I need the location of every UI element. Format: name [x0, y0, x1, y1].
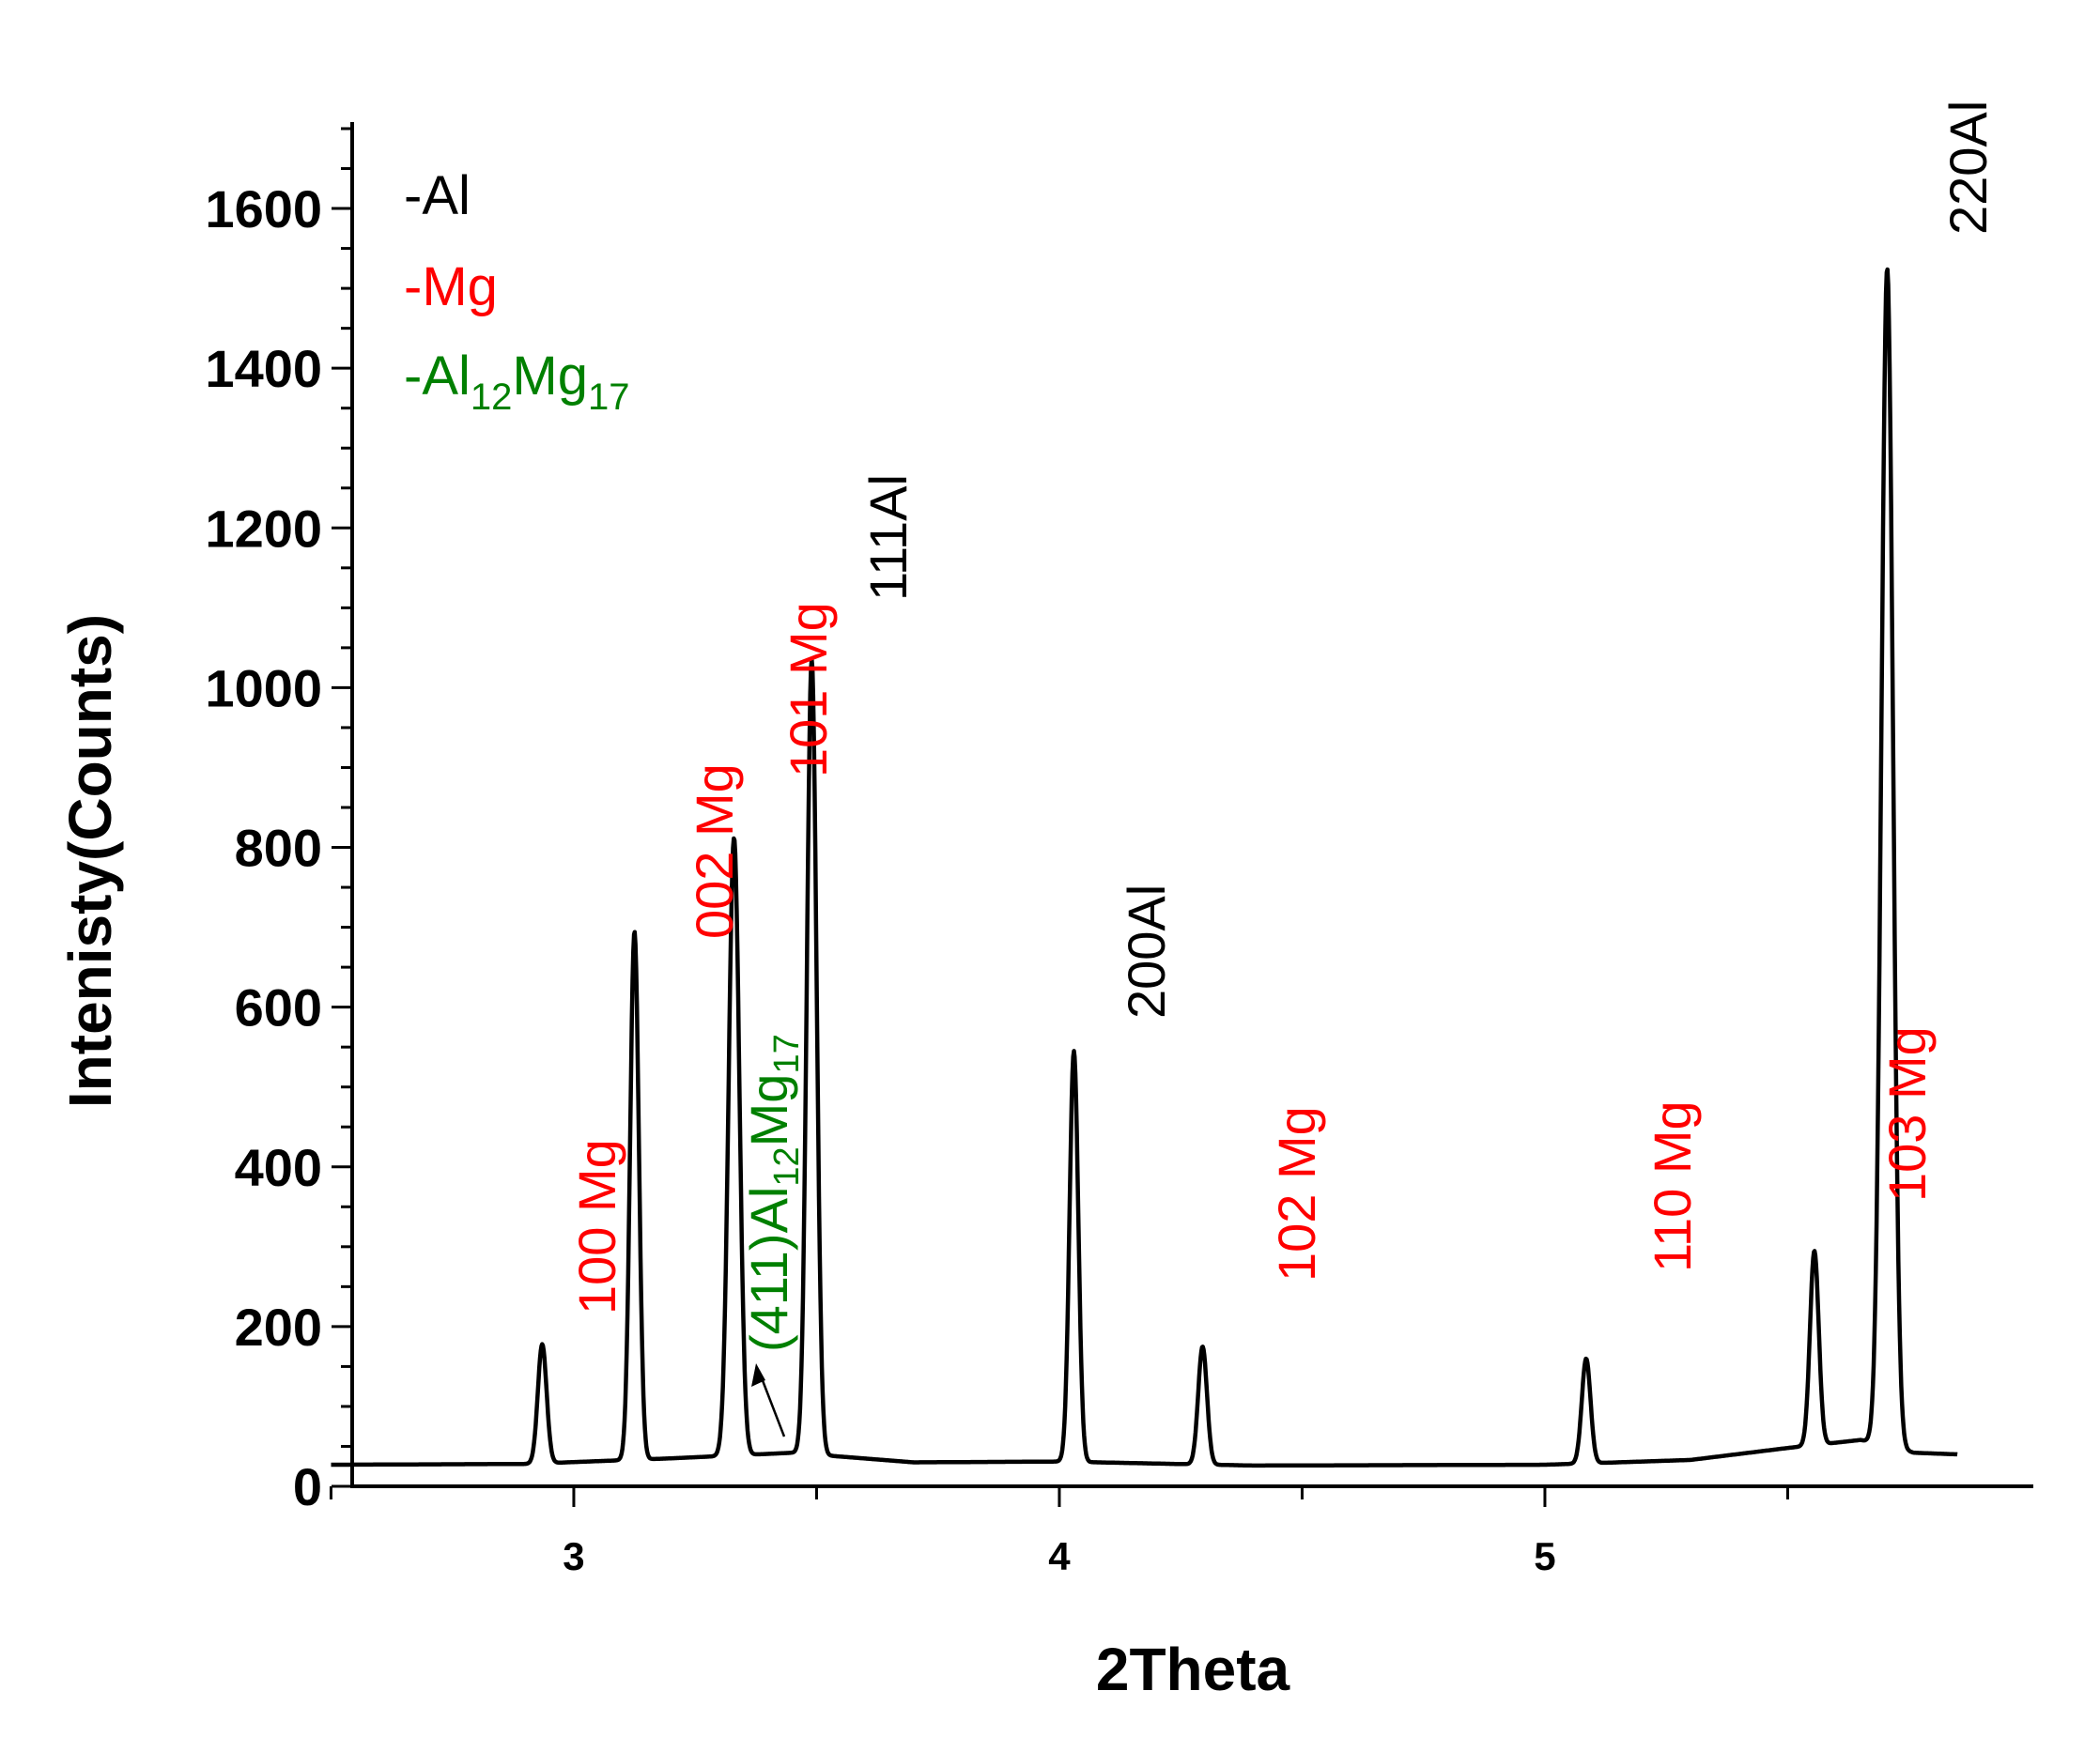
- legend-al: -Al: [404, 165, 471, 226]
- legend-al12mg17-prefix: -Al: [404, 346, 471, 407]
- y-axis-title: Intenisty(Counts): [56, 614, 124, 1108]
- peak-label: 100 Mg: [567, 1139, 626, 1314]
- x-tick-label: 4: [1048, 1534, 1071, 1578]
- x-axis-title: 2Theta: [1096, 1636, 1290, 1703]
- legend-mg: -Mg: [404, 256, 498, 317]
- annotation-mid: Mg: [739, 1074, 798, 1147]
- y-tick-label: 1200: [205, 499, 322, 558]
- legend-sub-17: 17: [588, 377, 630, 418]
- y-tick-label: 0: [293, 1457, 322, 1516]
- legend: -Al -Mg -Al12Mg17: [404, 165, 629, 418]
- annotation-prefix: (411)Al: [739, 1187, 798, 1352]
- annotation-arrowhead: [751, 1363, 765, 1387]
- peak-label: 110 Mg: [1643, 1100, 1702, 1272]
- y-tick-label: 1000: [205, 658, 322, 717]
- y-tick-label: 400: [235, 1138, 322, 1197]
- peak-label: 102 Mg: [1267, 1106, 1326, 1282]
- y-tick-label: 1400: [205, 339, 322, 398]
- peak-label: 103 Mg: [1877, 1026, 1937, 1202]
- legend-al12mg17: -Al12Mg17: [404, 346, 629, 418]
- peak-label: 200Al: [1117, 884, 1176, 1019]
- peak-label: 220Al: [1938, 100, 1998, 235]
- peak-label: 111Al: [858, 474, 918, 601]
- annotation-sub-12: 12: [767, 1146, 807, 1186]
- y-tick-label: 600: [235, 978, 322, 1038]
- x-tick-label: 3: [563, 1534, 584, 1578]
- peak-label: 101 Mg: [779, 602, 838, 777]
- y-tick-label: 800: [235, 819, 322, 878]
- annotation-al12mg17: (411)Al12Mg17: [739, 1034, 807, 1437]
- x-tick-label: 5: [1534, 1534, 1555, 1578]
- peak-labels: 100 Mg 002 Mg 101 Mg 111Al 200Al 102 Mg 110 Mg…: [567, 100, 1998, 1314]
- annotation-arrow-shaft: [757, 1370, 786, 1437]
- legend-sub-12: 12: [471, 377, 513, 418]
- annotation-label: (411)Al12Mg17: [739, 1034, 807, 1352]
- peak-label: 002 Mg: [685, 763, 744, 939]
- axes: [350, 122, 2033, 1488]
- annotation-sub-17: 17: [767, 1034, 807, 1073]
- legend-al12mg17-mid: Mg: [512, 346, 588, 407]
- y-tick-label: 1600: [205, 179, 322, 238]
- xrd-pattern-line: [329, 267, 1959, 1468]
- ticks: 0 200 400 600 800 1000 1200 1400 1600 3 4 5: [205, 127, 1789, 1578]
- y-tick-label: 200: [235, 1298, 322, 1357]
